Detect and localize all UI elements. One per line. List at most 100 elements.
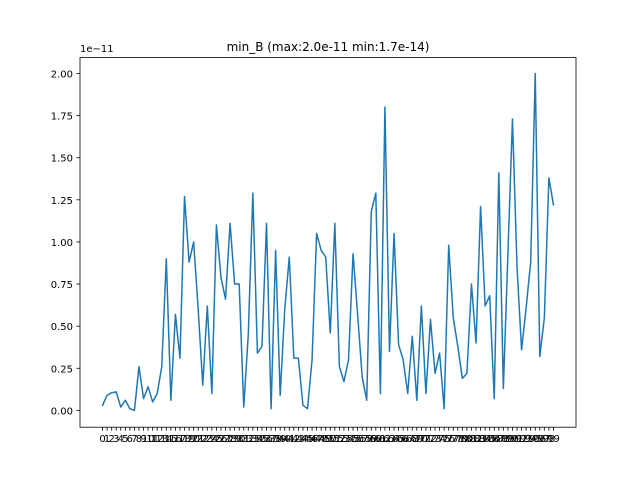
x-tick-label: 37 (265, 434, 278, 445)
x-tick-label: 97 (538, 434, 551, 445)
x-tick-label: 96 (533, 434, 546, 445)
x-tick-label: 30 (233, 434, 246, 445)
x-tick-label: 84 (479, 434, 492, 445)
x-tick-label: 17 (174, 434, 187, 445)
x-tick-label: 77 (447, 434, 460, 445)
x-tick-label: 99 (547, 434, 560, 445)
x-tick-label: 36 (260, 434, 273, 445)
x-tick-label: 10 (142, 434, 155, 445)
x-tick-label: 94 (524, 434, 537, 445)
x-tick-label: 76 (442, 434, 455, 445)
x-tick-label: 95 (529, 434, 542, 445)
x-tick-label: 82 (470, 434, 483, 445)
x-tick-label: 51 (328, 434, 341, 445)
x-tick-label: 6 (127, 434, 133, 445)
x-tick-label: 42 (287, 434, 300, 445)
x-tick-label: 88 (497, 434, 510, 445)
x-tick-label: 25 (210, 434, 223, 445)
x-tick-label: 60 (369, 434, 382, 445)
y-tick-label: 0.00 (51, 406, 73, 417)
x-tick-label: 73 (429, 434, 442, 445)
x-tick-label: 98 (543, 434, 556, 445)
x-tick-label: 80 (461, 434, 474, 445)
x-tick-label: 65 (392, 434, 405, 445)
x-tick-label: 72 (424, 434, 437, 445)
x-tick-label: 40 (278, 434, 291, 445)
x-tick-label: 43 (292, 434, 305, 445)
x-tick-label: 18 (178, 434, 191, 445)
x-tick-label: 15 (164, 434, 177, 445)
x-tick-label: 67 (401, 434, 414, 445)
x-tick-label: 46 (306, 434, 319, 445)
x-tick-label: 3 (113, 434, 119, 445)
y-tick-label: 1.25 (51, 196, 73, 207)
x-tick-label: 63 (383, 434, 396, 445)
x-tick-label: 39 (274, 434, 287, 445)
x-tick-label: 14 (160, 434, 173, 445)
x-tick-label: 66 (397, 434, 410, 445)
x-tick-label: 75 (438, 434, 451, 445)
x-tick-label: 58 (360, 434, 373, 445)
x-tick-label: 68 (406, 434, 419, 445)
x-tick-label: 86 (488, 434, 501, 445)
y-tick-label: 1.75 (51, 112, 73, 123)
x-tick-label: 41 (283, 434, 296, 445)
x-tick-label: 8 (136, 434, 142, 445)
x-tick-label: 59 (365, 434, 378, 445)
x-tick-label: 19 (183, 434, 196, 445)
x-tick-label: 53 (338, 434, 351, 445)
x-tick-label: 11 (146, 434, 159, 445)
y-tick-label: 1.50 (51, 154, 73, 165)
x-tick-label: 55 (347, 434, 360, 445)
y-tick-label: 1.00 (51, 238, 73, 249)
x-tick-label: 1 (104, 434, 110, 445)
x-tick-label: 90 (506, 434, 519, 445)
x-tick-label: 50 (324, 434, 337, 445)
x-tick-label: 44 (297, 434, 310, 445)
x-tick-label: 23 (201, 434, 214, 445)
x-tick-label: 52 (333, 434, 346, 445)
y-tick-label: 2.00 (51, 69, 73, 80)
x-tick-label: 89 (502, 434, 515, 445)
x-tick-label: 47 (310, 434, 323, 445)
x-tick-label: 49 (319, 434, 332, 445)
x-tick-label: 16 (169, 434, 182, 445)
y-tick-label: 0.25 (51, 364, 73, 375)
x-tick-label: 83 (474, 434, 487, 445)
x-tick-label: 32 (242, 434, 255, 445)
x-tick-label: 56 (351, 434, 364, 445)
y-tick-label: 0.75 (51, 280, 73, 291)
chart-title: min_B (max:2.0e-11 min:1.7e-14) (227, 40, 430, 54)
x-tick-label: 29 (228, 434, 241, 445)
x-axis-ticks: 0123456789101112131415161718192021222324… (99, 427, 560, 445)
x-tick-label: 92 (515, 434, 528, 445)
x-tick-label: 4 (118, 434, 124, 445)
x-tick-label: 81 (465, 434, 478, 445)
x-tick-label: 7 (131, 434, 137, 445)
x-tick-label: 93 (520, 434, 533, 445)
series-line-0 (101, 72, 555, 412)
x-tick-label: 9 (140, 434, 146, 445)
x-tick-label: 31 (237, 434, 250, 445)
x-tick-label: 2 (108, 434, 114, 445)
x-tick-label: 22 (196, 434, 209, 445)
x-tick-label: 0 (99, 434, 105, 445)
x-tick-label: 38 (269, 434, 282, 445)
x-tick-label: 12 (151, 434, 164, 445)
x-tick-label: 69 (410, 434, 423, 445)
x-tick-label: 5 (122, 434, 128, 445)
x-tick-label: 78 (451, 434, 464, 445)
x-tick-label: 34 (251, 434, 264, 445)
x-tick-label: 62 (379, 434, 392, 445)
x-tick-label: 85 (483, 434, 496, 445)
x-tick-label: 35 (256, 434, 269, 445)
x-tick-label: 79 (456, 434, 469, 445)
x-tick-label: 13 (155, 434, 168, 445)
x-tick-label: 26 (215, 434, 228, 445)
x-tick-label: 24 (205, 434, 218, 445)
y-axis-ticks: 0.00 0.25 0.50 0.75 1.00 1.25 1.50 1.75 2.00 (51, 69, 80, 417)
x-tick-label: 28 (224, 434, 237, 445)
plot-area (101, 72, 555, 412)
x-tick-label: 33 (246, 434, 259, 445)
